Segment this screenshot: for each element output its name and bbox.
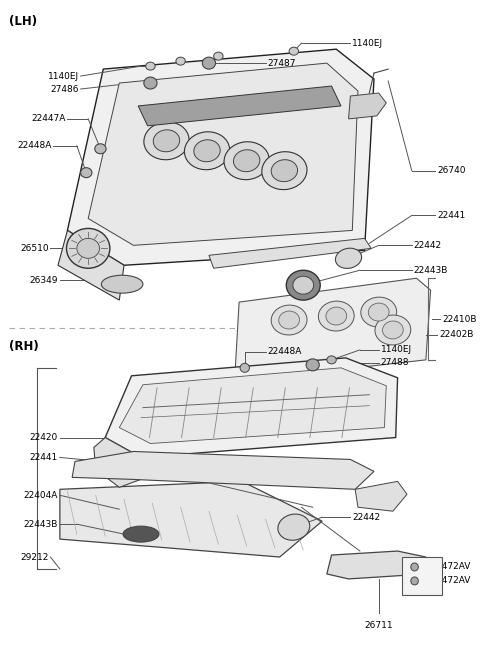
Ellipse shape	[194, 140, 220, 162]
Ellipse shape	[368, 303, 389, 321]
Polygon shape	[120, 368, 386, 443]
Text: 22420: 22420	[30, 433, 58, 442]
Polygon shape	[209, 238, 371, 268]
Text: 27488: 27488	[381, 358, 409, 367]
Polygon shape	[355, 482, 407, 511]
Text: 27486: 27486	[50, 85, 79, 94]
Text: 22447A: 22447A	[31, 114, 66, 123]
Ellipse shape	[146, 62, 155, 70]
Ellipse shape	[176, 57, 185, 65]
Ellipse shape	[383, 321, 403, 339]
Text: 26711: 26711	[364, 621, 393, 630]
Ellipse shape	[144, 122, 189, 160]
Ellipse shape	[66, 228, 110, 268]
Ellipse shape	[361, 297, 396, 327]
Ellipse shape	[293, 276, 313, 294]
Polygon shape	[327, 551, 426, 579]
Ellipse shape	[318, 301, 354, 331]
Ellipse shape	[202, 57, 216, 69]
Bar	[402, 557, 442, 595]
Text: (LH): (LH)	[9, 15, 37, 28]
Text: 22442: 22442	[414, 241, 442, 250]
Ellipse shape	[81, 168, 92, 178]
Ellipse shape	[153, 130, 180, 152]
Ellipse shape	[144, 77, 157, 89]
Ellipse shape	[289, 47, 299, 55]
Ellipse shape	[123, 526, 159, 542]
Ellipse shape	[278, 514, 310, 541]
Ellipse shape	[262, 152, 307, 190]
Text: (RH): (RH)	[9, 340, 39, 353]
Polygon shape	[72, 451, 374, 489]
Polygon shape	[60, 482, 322, 557]
Ellipse shape	[77, 238, 99, 258]
Text: 26740: 26740	[437, 166, 466, 175]
Ellipse shape	[214, 52, 223, 60]
Polygon shape	[67, 49, 374, 265]
Text: 22441: 22441	[437, 211, 466, 220]
Text: 22448A: 22448A	[17, 141, 51, 150]
Text: 1140EJ: 1140EJ	[48, 72, 79, 81]
Ellipse shape	[101, 276, 143, 293]
Text: 1140EJ: 1140EJ	[381, 346, 412, 354]
Text: 1472AV: 1472AV	[437, 562, 471, 571]
Ellipse shape	[375, 315, 411, 345]
Ellipse shape	[326, 307, 347, 325]
Ellipse shape	[271, 159, 298, 182]
Text: 22404A: 22404A	[24, 491, 58, 500]
Polygon shape	[58, 230, 124, 300]
Ellipse shape	[411, 577, 419, 585]
Text: 26349: 26349	[29, 276, 58, 285]
Text: 22448A: 22448A	[267, 348, 302, 356]
Ellipse shape	[233, 150, 260, 172]
Ellipse shape	[95, 144, 106, 154]
Ellipse shape	[327, 356, 336, 364]
Ellipse shape	[336, 248, 361, 268]
Text: 26510: 26510	[20, 244, 48, 253]
Text: 29212: 29212	[20, 552, 48, 562]
Ellipse shape	[240, 363, 250, 373]
Ellipse shape	[411, 563, 419, 571]
Text: 22443B: 22443B	[414, 266, 448, 275]
Text: 27487: 27487	[267, 58, 296, 68]
Polygon shape	[94, 438, 141, 487]
Text: 22441: 22441	[30, 453, 58, 462]
Text: 1140EJ: 1140EJ	[352, 39, 384, 48]
Text: 22402B: 22402B	[439, 331, 473, 339]
Text: 22410B: 22410B	[442, 314, 477, 323]
Ellipse shape	[184, 132, 229, 170]
Ellipse shape	[279, 311, 300, 329]
Polygon shape	[348, 93, 386, 119]
Ellipse shape	[224, 142, 269, 180]
Polygon shape	[235, 278, 431, 380]
Text: 22442: 22442	[352, 513, 381, 522]
Polygon shape	[88, 63, 358, 245]
Ellipse shape	[271, 305, 307, 335]
Polygon shape	[105, 358, 397, 457]
Text: 1472AV: 1472AV	[437, 577, 471, 585]
Ellipse shape	[286, 270, 320, 300]
Ellipse shape	[306, 359, 319, 371]
Text: 22443B: 22443B	[24, 520, 58, 529]
Polygon shape	[138, 86, 341, 126]
